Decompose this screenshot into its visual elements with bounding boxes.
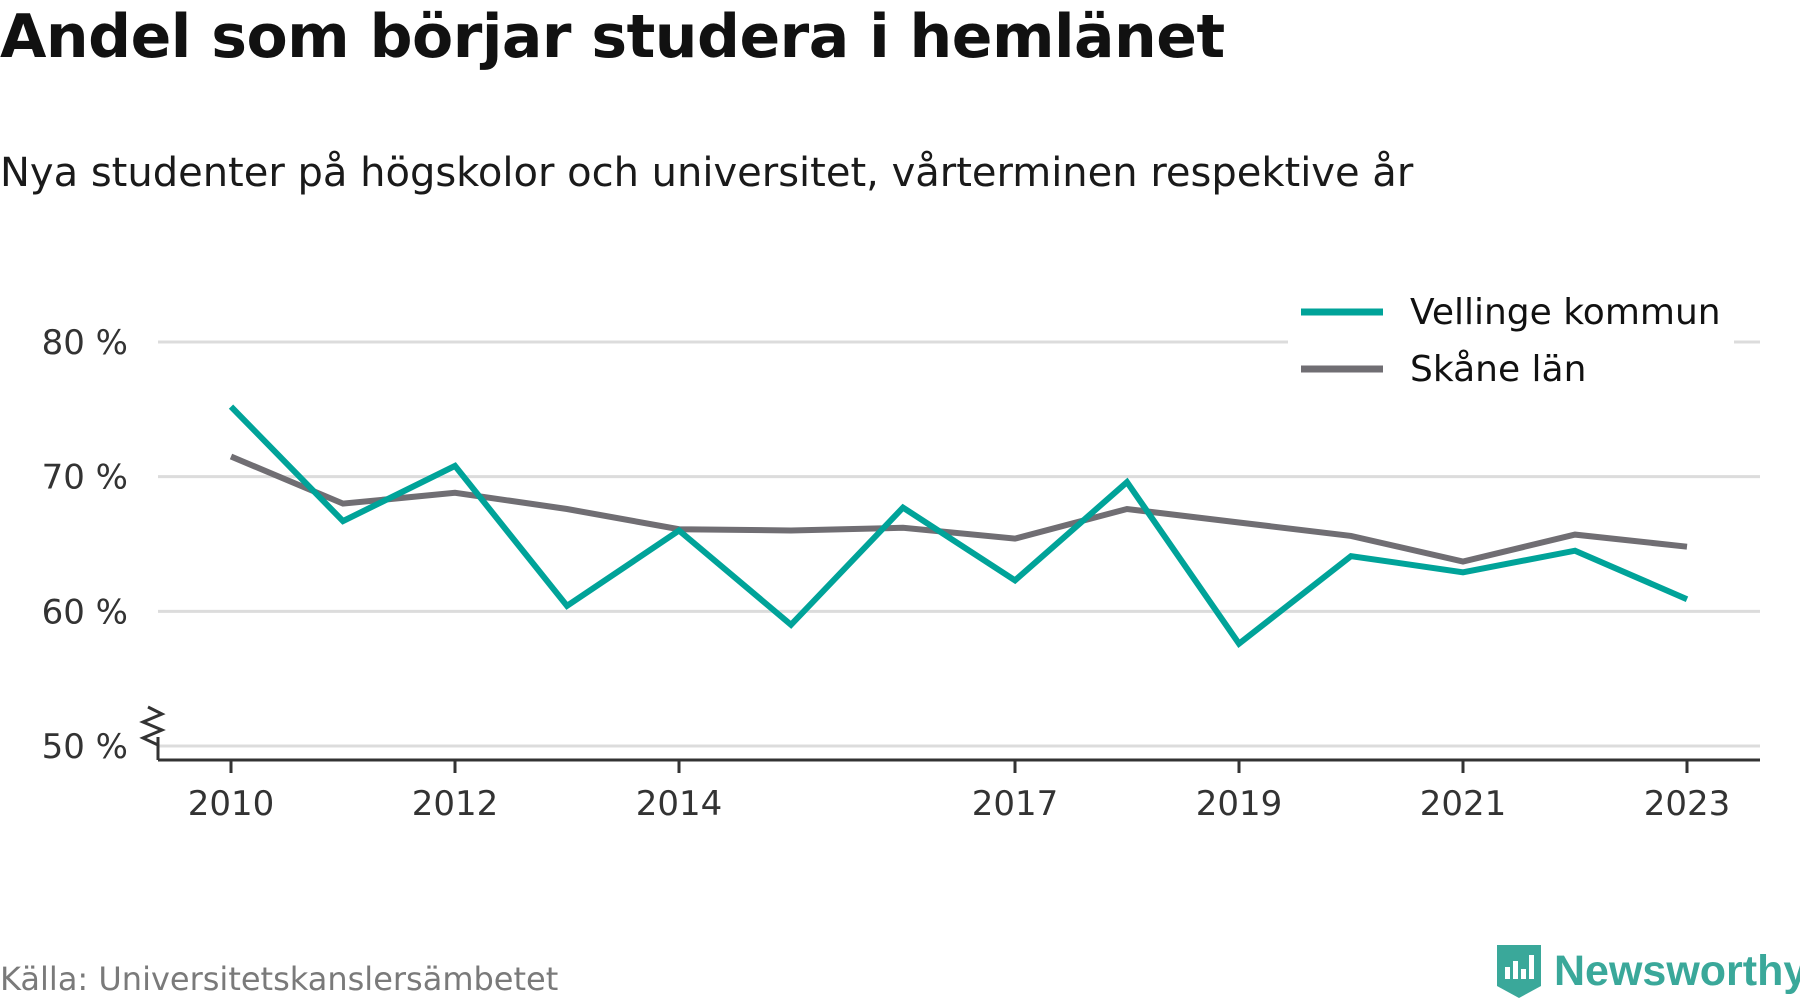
brand-name: Newsworthy [1554, 946, 1800, 995]
brand-logo: Newsworthy [1494, 940, 1800, 1002]
series-line-sk-ne-l-n [229, 453, 1688, 565]
y-tick-label: 70 % [42, 458, 128, 498]
y-tick-label: 80 % [42, 323, 128, 363]
x-tick-label: 2019 [1196, 784, 1283, 824]
x-tick-label: 2010 [188, 784, 275, 824]
source-note: Källa: Universitetskanslersämbetet [0, 960, 559, 998]
y-tick-label: 60 % [42, 592, 128, 632]
legend-label: Vellinge kommun [1410, 292, 1721, 333]
series-line-vellinge-kommun [228, 404, 1689, 649]
x-tick-label: 2014 [636, 784, 723, 824]
chart-subtitle: Nya studenter på högskolor och universit… [0, 150, 1414, 196]
axis-break-symbol [139, 705, 166, 747]
x-tick-label: 2017 [972, 784, 1059, 824]
line-chart: 50 % 60 % 70 % 80 % 2010 2012 2014 2017 2019 2021… [41, 288, 1760, 824]
x-tick-label: 2021 [1420, 784, 1507, 824]
legend-label: Skåne län [1410, 349, 1586, 390]
legend-background [1288, 288, 1734, 400]
y-tick-label: 50 % [42, 727, 128, 767]
chart-title: Andel som börjar studera i hemlänet [0, 2, 1225, 72]
x-tick-label: 2023 [1644, 784, 1731, 824]
newsworthy-logo-icon [1497, 945, 1541, 998]
x-tick-label: 2012 [412, 784, 499, 824]
